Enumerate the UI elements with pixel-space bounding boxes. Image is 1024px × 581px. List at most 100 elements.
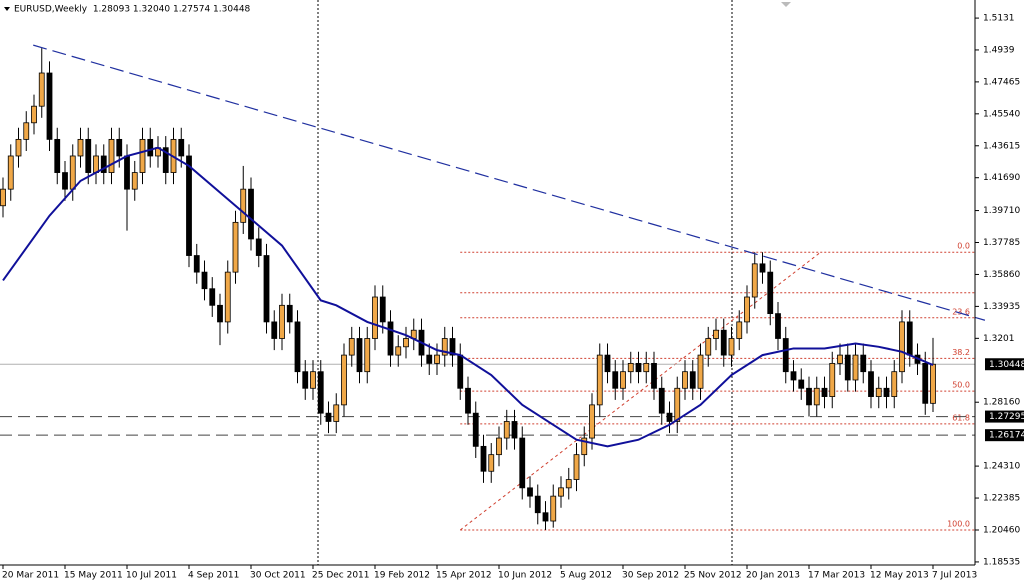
candle-body — [503, 421, 510, 439]
candle-body — [697, 354, 704, 389]
candle-body — [488, 454, 495, 472]
candle-body — [565, 479, 572, 489]
price-box-label: 1.30448 — [989, 360, 1024, 370]
y-tick-label: 1.5131 — [983, 14, 1015, 24]
candle-body — [806, 387, 812, 406]
candle-body — [883, 387, 890, 397]
candle-body — [581, 437, 588, 456]
candle-body — [333, 404, 340, 422]
candle-body — [620, 371, 626, 389]
candle-body — [310, 371, 316, 389]
candle-body — [744, 296, 750, 323]
candle-body — [379, 296, 386, 323]
candle-body — [271, 321, 278, 339]
candle-body — [496, 437, 502, 456]
plot: 0.0 23.6 38.2 50.0 61.8 100.0 — [0, 44, 986, 531]
fib-label: 23.6 — [952, 307, 970, 316]
price-box — [985, 429, 1024, 442]
x-tick-label: 15 Apr 2012 — [436, 571, 492, 581]
candle-body — [100, 155, 107, 173]
candle-body — [62, 172, 68, 190]
candle-body — [162, 147, 169, 173]
x-tick-label: 10 Jun 2012 — [498, 571, 552, 581]
candle-body — [674, 387, 681, 422]
candle-body — [395, 346, 402, 356]
candle-body — [23, 122, 30, 140]
candle-body — [930, 363, 936, 404]
candle-body — [705, 338, 712, 356]
candle-body — [263, 255, 270, 323]
candle-body — [279, 304, 285, 339]
x-tick-label: 15 May 2011 — [64, 571, 123, 581]
candle-body — [116, 138, 123, 157]
price-box — [985, 410, 1024, 423]
candle-body — [209, 288, 216, 306]
candle-body — [255, 238, 262, 256]
candle-body — [767, 271, 774, 315]
price-box-label: 1.26174 — [989, 431, 1024, 441]
candle-body — [813, 387, 820, 406]
y-tick-label: 1.35860 — [983, 270, 1020, 280]
candle-body — [519, 437, 526, 489]
candle-body — [69, 155, 76, 190]
candle-body — [891, 371, 898, 397]
x-tick-label: 25 Nov 2012 — [684, 571, 742, 581]
candle-body — [821, 387, 828, 397]
candle-body — [480, 445, 487, 472]
x-tick-label: 17 Mar 2013 — [808, 571, 865, 581]
candle-body — [829, 362, 836, 397]
candle-body — [798, 379, 805, 389]
candle-body — [147, 138, 154, 157]
candle-body — [713, 329, 719, 339]
candle-body — [356, 338, 363, 373]
x-tick-label: 30 Oct 2011 — [250, 571, 306, 581]
candle-body — [387, 321, 394, 356]
x-tick-label: 7 Jul 2013 — [932, 571, 977, 581]
candle-body — [294, 321, 301, 373]
candle-body — [604, 354, 611, 373]
y-tick-label: 1.43615 — [983, 141, 1020, 151]
y-tick-label: 1.20460 — [983, 525, 1020, 535]
candle-body — [7, 155, 14, 190]
candle-body — [317, 371, 324, 414]
x-tick-label: 19 Feb 2012 — [374, 571, 430, 581]
x-tick-label: 20 Mar 2011 — [2, 571, 59, 581]
candle-body — [38, 72, 45, 107]
candle-body — [720, 329, 727, 356]
candle-body — [364, 338, 371, 373]
fib-label: 50.0 — [952, 381, 970, 390]
candle-body — [124, 155, 130, 190]
candle-body — [31, 105, 37, 124]
candle-body — [651, 362, 657, 389]
candle-body — [775, 313, 781, 339]
candle-body — [728, 338, 735, 356]
candle-body — [550, 495, 557, 522]
x-tick-label: 20 Jan 2013 — [746, 571, 800, 581]
fib-base — [459, 251, 821, 531]
candle-body — [0, 188, 6, 207]
candle-body — [534, 495, 541, 514]
candle-body — [449, 338, 456, 356]
candle-body — [372, 296, 378, 339]
x-tick-label: 5 Aug 2012 — [560, 571, 612, 581]
y-tick-label: 1.39710 — [983, 206, 1020, 216]
candle-body — [186, 155, 192, 256]
candle-body — [224, 271, 231, 323]
candle-body — [139, 138, 146, 173]
candle-body — [46, 72, 53, 140]
x-tick-label: 25 Dec 2011 — [312, 571, 370, 581]
x-tick-label: 12 May 2013 — [870, 571, 929, 581]
candle-body — [922, 362, 929, 404]
candle-body — [596, 354, 603, 406]
candle-body — [85, 138, 92, 173]
candle-body — [643, 362, 650, 373]
candle-body — [441, 338, 448, 356]
y-tick-label: 1.45540 — [983, 109, 1020, 119]
candle-body — [108, 138, 115, 173]
y-tick-label: 1.18535 — [983, 557, 1020, 567]
candle-body — [689, 371, 696, 389]
candle-body — [736, 321, 743, 339]
candle-body — [54, 138, 61, 173]
candle-body — [860, 354, 867, 373]
